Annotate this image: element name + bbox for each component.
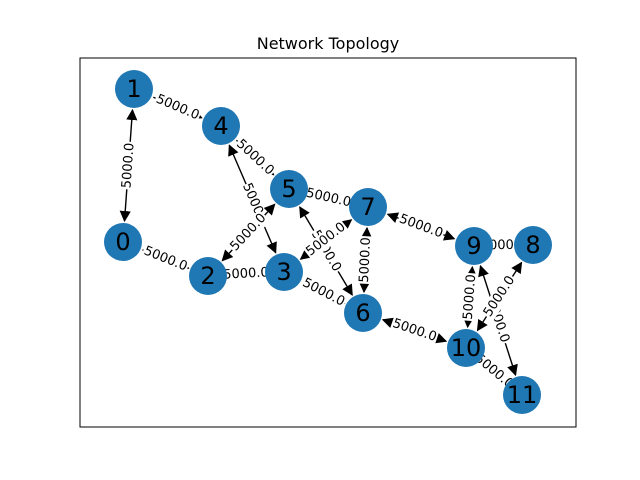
edge-label-6-7: 5000.0 [357,237,374,283]
edge-label-2-3: 5000.0 [223,265,269,282]
node-label-9: 9 [466,232,481,260]
node-4 [202,107,240,145]
edge-label-bg [221,264,271,284]
node-11 [503,376,541,414]
edge-label-bg [140,242,191,276]
edge-label-5-7: 5000.0 [305,186,353,211]
edge-label-4-5: 5000.0 [233,137,277,179]
edge-label-bg [118,141,139,190]
edge-label-group-1-4: 5000.0 [152,90,203,125]
edge-label-bg [356,235,375,285]
edge-label-bg [470,350,518,393]
edge-label-group-0-2: 5000.0 [140,242,191,276]
node-label-8: 8 [525,231,540,259]
node-label-4: 4 [213,112,228,140]
edge-label-bg [298,274,349,311]
node-10 [447,329,485,367]
node-5 [270,170,308,208]
plot-frame [79,57,577,428]
edge-label-group-4-5: 5000.0 [232,135,278,180]
edge-label-group-6-7: 5000.0 [356,235,375,285]
edge-label-bg [303,184,354,212]
edge-label-7-9: 5000.0 [397,212,445,242]
node-8 [514,226,552,264]
edge-label-bg [395,210,447,243]
edge-label-9-10: 5000.0 [461,274,480,321]
node-9 [455,227,493,265]
edge-label-0-2: 5000.0 [142,244,190,275]
node-6 [344,294,382,332]
nodes-layer: 0 1 2 3 4 5 6 7 8 9 10 11 [104,70,552,414]
edge-label-group-0-1: 5000.0 [118,141,139,190]
edge-label-2-5: 5000.0 [228,211,270,255]
node-label-10: 10 [451,334,482,362]
edge-label-4-3: 5000 [239,181,266,217]
edge-label-group-3-6: 5000.0 [298,274,349,311]
node-label-3: 3 [276,258,291,286]
edge-label-group-5-7: 5000.0 [303,184,354,212]
edge-label-bg [152,90,203,125]
edge-label-1-4: 5000.0 [154,92,202,124]
node-label-5: 5 [281,175,296,203]
node-label-11: 11 [507,381,538,409]
node-1 [115,70,153,108]
node-label-7: 7 [360,193,375,221]
edge-label-group-9-10: 5000.0 [460,272,480,322]
edge-label-0-1: 5000.0 [119,142,137,188]
node-label-1: 1 [126,75,141,103]
node-0 [104,223,142,261]
edge-label-bg [460,272,480,322]
node-7 [349,188,387,226]
node-label-6: 6 [355,299,370,327]
edge-label-group-2-3: 5000.0 [221,264,271,284]
edge-label-group-4-3: 5000 [238,181,267,217]
edge-label-group-2-5: 5000.0 [226,209,271,256]
node-2 [189,257,227,295]
edge-label-bg [302,218,350,261]
edge-label-6-10: 5000.0 [391,316,439,345]
edge-label-bg [226,209,271,256]
node-3 [265,253,303,291]
edge-label-bg [389,315,440,346]
node-label-0: 0 [115,228,130,256]
edge-label-group-6-10: 5000.0 [389,315,440,346]
edge-label-group-7-9: 5000.0 [395,210,447,243]
edge-label-bg [479,272,520,321]
node-label-2: 2 [200,262,215,290]
figure-title: Network Topology [257,34,400,53]
